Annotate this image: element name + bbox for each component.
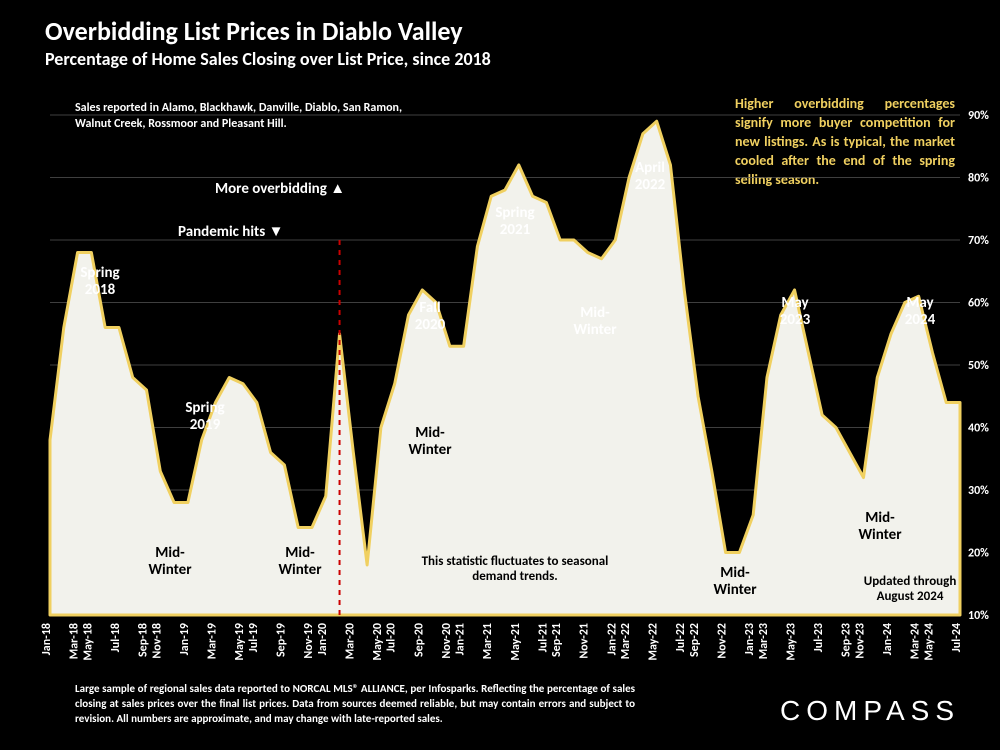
- svg-text:Jan-21: Jan-21: [454, 623, 468, 655]
- chart-annotation: Mid-Winter: [135, 545, 205, 580]
- chart-annotation: Mid-Winter: [265, 545, 335, 580]
- svg-text:Sep-23: Sep-23: [840, 623, 854, 657]
- svg-text:Jul-24: Jul-24: [950, 623, 964, 652]
- chart-annotation: Mid-Winter: [560, 305, 630, 340]
- updated-note: Updated through August 2024: [850, 575, 970, 605]
- svg-text:60%: 60%: [968, 297, 989, 311]
- svg-text:Mar-22: Mar-22: [619, 623, 633, 659]
- svg-text:May-20: May-20: [371, 623, 385, 661]
- chart-annotation: Spring2019: [170, 400, 240, 435]
- svg-text:Jul-21: Jul-21: [536, 623, 550, 652]
- svg-text:May-19: May-19: [233, 623, 247, 661]
- svg-text:May-18: May-18: [81, 623, 95, 661]
- svg-text:Nov-23: Nov-23: [853, 623, 867, 659]
- chart-annotation: Spring2018: [65, 265, 135, 300]
- svg-text:Mar-20: Mar-20: [343, 623, 357, 659]
- svg-text:Jan-20: Jan-20: [316, 623, 330, 655]
- svg-text:Sep-20: Sep-20: [412, 623, 426, 657]
- svg-text:May-21: May-21: [509, 623, 523, 661]
- svg-text:Sep-21: Sep-21: [550, 623, 564, 657]
- chart-annotation: Fall2020: [395, 300, 465, 335]
- svg-text:10%: 10%: [968, 609, 989, 623]
- svg-text:Mar-21: Mar-21: [481, 623, 495, 659]
- chart-annotation: Spring2021: [480, 205, 550, 240]
- brand-logo: COMPASS: [780, 695, 960, 727]
- chart-annotation: April2022: [615, 160, 685, 195]
- svg-text:Jul-20: Jul-20: [385, 623, 399, 652]
- svg-text:May-22: May-22: [647, 623, 661, 661]
- chart-annotation: Mid-Winter: [845, 510, 915, 545]
- svg-text:Jan-18: Jan-18: [40, 623, 54, 655]
- chart-annotation: Mid-Winter: [700, 565, 770, 600]
- svg-text:Nov-20: Nov-20: [440, 623, 454, 659]
- seasonal-note: This statistic fluctuates to seasonal de…: [420, 555, 610, 585]
- svg-text:90%: 90%: [968, 109, 989, 123]
- svg-text:80%: 80%: [968, 172, 989, 186]
- svg-text:70%: 70%: [968, 234, 989, 248]
- chart-annotation: May2024: [885, 295, 955, 330]
- svg-text:20%: 20%: [968, 547, 989, 561]
- svg-text:30%: 30%: [968, 484, 989, 498]
- svg-text:Mar-23: Mar-23: [757, 623, 771, 659]
- svg-text:Nov-18: Nov-18: [150, 623, 164, 659]
- svg-text:Nov-19: Nov-19: [302, 623, 316, 659]
- svg-text:Mar-19: Mar-19: [205, 623, 219, 659]
- svg-text:Jan-22: Jan-22: [605, 623, 619, 655]
- svg-text:Sep-22: Sep-22: [688, 623, 702, 657]
- svg-text:Jul-23: Jul-23: [812, 623, 826, 652]
- area-chart: 10%20%30%40%50%60%70%80%90%Jan-18Mar-18M…: [20, 85, 990, 675]
- svg-text:Jul-22: Jul-22: [674, 623, 688, 652]
- svg-text:40%: 40%: [968, 422, 989, 436]
- svg-text:Jan-23: Jan-23: [743, 623, 757, 655]
- svg-text:Jul-19: Jul-19: [247, 623, 261, 652]
- svg-text:Sep-19: Sep-19: [274, 623, 288, 657]
- svg-text:50%: 50%: [968, 359, 989, 373]
- svg-text:Mar-18: Mar-18: [68, 623, 82, 659]
- chart-container: Overbidding List Prices in Diablo Valley…: [0, 0, 1000, 750]
- svg-text:Sep-18: Sep-18: [137, 623, 151, 657]
- chart-annotation: Mid-Winter: [395, 425, 465, 460]
- svg-text:Mar-24: Mar-24: [909, 623, 923, 659]
- svg-text:May-24: May-24: [922, 623, 936, 661]
- svg-text:May-23: May-23: [785, 623, 799, 661]
- svg-text:Jul-18: Jul-18: [109, 623, 123, 652]
- chart-annotation: May2023: [760, 295, 830, 330]
- page-subtitle: Percentage of Home Sales Closing over Li…: [45, 48, 491, 70]
- svg-text:Nov-22: Nov-22: [716, 623, 730, 659]
- footer-note: Large sample of regional sales data repo…: [75, 682, 635, 727]
- svg-text:Nov-21: Nov-21: [578, 623, 592, 659]
- page-title: Overbidding List Prices in Diablo Valley: [45, 15, 463, 47]
- svg-text:Jan-19: Jan-19: [178, 623, 192, 655]
- svg-text:Jan-24: Jan-24: [881, 623, 895, 655]
